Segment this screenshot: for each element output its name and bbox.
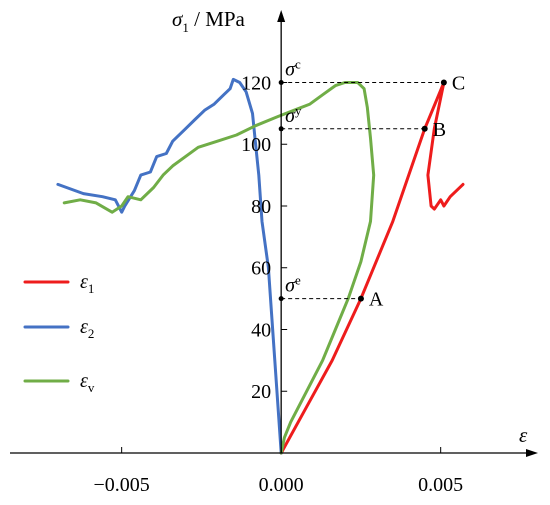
legend-label-e2: ε2 [80, 316, 94, 341]
x-tick-label: −0.005 [94, 474, 150, 496]
point-B [421, 125, 428, 132]
legend-label-ev: εv [80, 370, 95, 395]
y-tick-label: 20 [251, 381, 271, 403]
x-axis-label: ε [519, 423, 528, 447]
legend-label-e1: ε1 [80, 271, 94, 296]
sigma-label-B: σy [285, 103, 302, 127]
x-axis-arrow [526, 449, 538, 457]
point-A [357, 295, 364, 302]
series-line-e2 [56, 77, 283, 455]
point-label-A: A [369, 289, 384, 311]
sigma-label-C: σc [285, 56, 301, 80]
point-label-C: C [452, 72, 465, 94]
y-tick-label: 60 [251, 258, 271, 280]
y-axis-label: σ1 / MPa [172, 7, 246, 35]
y-axis-arrow [277, 10, 286, 22]
sigma-label-A: σe [285, 273, 301, 297]
y-tick-label: 120 [241, 72, 271, 94]
y-tick-label: 80 [251, 196, 271, 218]
point-C [440, 79, 447, 86]
y-tick-label: 100 [241, 134, 271, 156]
x-tick-label: 0.000 [259, 474, 304, 496]
series-line-e1 [279, 81, 465, 455]
series-line-ev [62, 81, 376, 455]
y-tick-label: 40 [251, 319, 271, 341]
point-label-B: B [433, 119, 446, 141]
x-tick-label: 0.005 [418, 474, 463, 496]
